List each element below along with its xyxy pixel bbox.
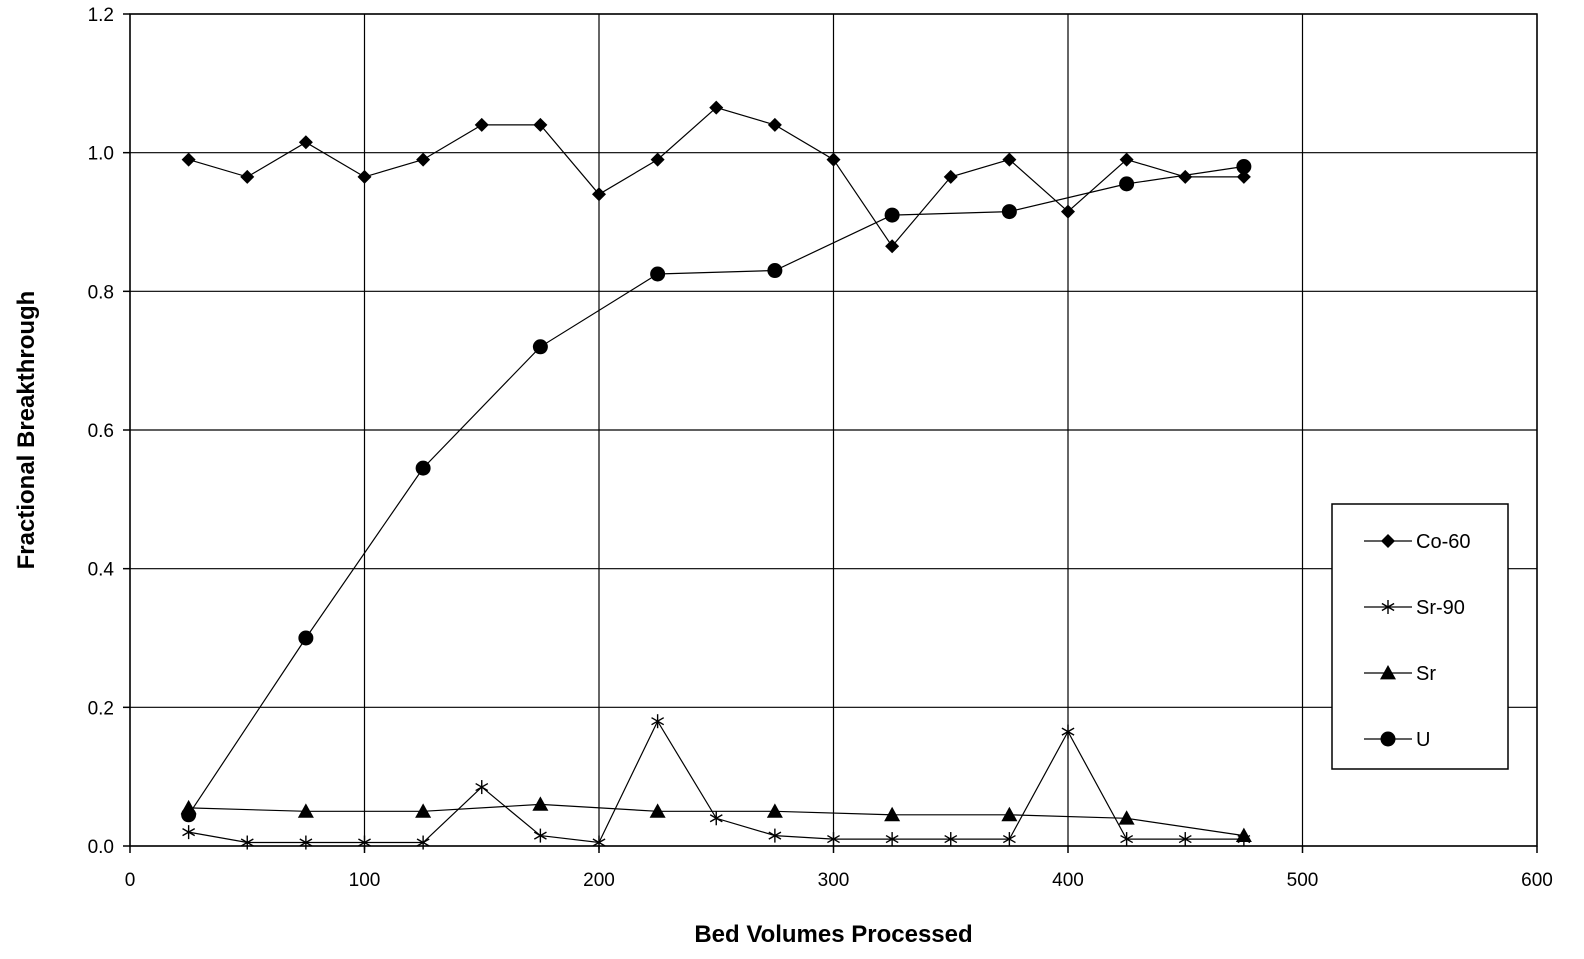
point-co-60	[943, 169, 958, 184]
legend-marker-sr-90	[1381, 600, 1395, 614]
point-co-60	[181, 152, 196, 167]
y-tick-label: 1.0	[88, 144, 114, 165]
point-sr-90	[885, 832, 899, 847]
x-tick-label: 600	[1521, 870, 1553, 891]
point-co-60	[592, 187, 606, 202]
point-co-60	[767, 117, 782, 132]
point-sr-90	[1120, 832, 1134, 847]
point-sr-90	[592, 835, 606, 850]
point-sr	[1235, 827, 1252, 842]
x-axis-title: Bed Volumes Processed	[694, 921, 972, 948]
point-u	[1001, 204, 1017, 220]
point-u	[532, 339, 548, 355]
x-tick-label: 500	[1287, 870, 1319, 891]
point-sr-90	[475, 780, 489, 795]
point-u	[884, 207, 900, 223]
point-sr-90	[416, 835, 430, 850]
legend-box	[1331, 503, 1509, 770]
y-tick-label: 0.4	[88, 560, 115, 581]
y-tick-label: 0.8	[88, 282, 114, 303]
point-u	[181, 807, 197, 823]
point-sr-90	[709, 811, 723, 826]
y-tick-label: 1.2	[88, 5, 114, 26]
legend-label-co-60: Co-60	[1416, 531, 1470, 553]
point-sr-90	[533, 828, 547, 843]
point-u	[650, 266, 666, 282]
point-co-60	[357, 169, 372, 184]
x-tick-label: 0	[125, 870, 136, 891]
point-co-60	[240, 169, 255, 184]
point-sr-90	[299, 835, 313, 850]
point-co-60	[1002, 152, 1017, 167]
point-sr	[297, 803, 314, 818]
point-co-60	[885, 239, 900, 254]
point-sr	[1001, 806, 1018, 822]
y-tick-label: 0.0	[88, 837, 114, 858]
point-sr-90	[651, 714, 665, 729]
point-sr-90	[1061, 724, 1075, 739]
legend-marker-u	[1380, 731, 1396, 747]
point-u	[767, 263, 783, 279]
x-tick-label: 300	[818, 870, 850, 891]
point-u	[298, 630, 314, 646]
point-co-60	[533, 117, 548, 132]
point-sr-90	[240, 835, 254, 850]
series-line-co-60	[188, 106, 1244, 248]
axis-ticks: 0 100 200 300 400 500 600 0.0 0.2 0.4 0.6 0.8 1.0 1.2	[88, 5, 1553, 891]
series-co-60	[181, 100, 1251, 254]
point-co-60	[416, 152, 431, 167]
point-sr-90	[827, 832, 840, 847]
y-tick-label: 0.2	[88, 698, 114, 719]
x-tick-label: 200	[583, 870, 615, 891]
point-co-60	[1236, 169, 1251, 184]
legend-label-sr: Sr	[1416, 663, 1436, 685]
point-u	[1236, 159, 1252, 175]
series-sr	[180, 796, 1252, 842]
point-co-60	[709, 100, 724, 115]
legend-marker-sr	[1380, 665, 1396, 680]
y-tick-label: 0.6	[88, 421, 114, 442]
point-sr-90	[1002, 832, 1016, 847]
y-axis-title: Fractional Breakthrough	[13, 291, 40, 570]
point-co-60	[1061, 204, 1075, 219]
point-u	[415, 460, 431, 476]
point-sr	[532, 796, 549, 811]
point-co-60	[1119, 152, 1134, 167]
x-tick-label: 400	[1052, 870, 1084, 891]
point-sr	[649, 803, 666, 818]
series-sr-90	[182, 714, 1251, 850]
legend-label-u: U	[1416, 729, 1430, 751]
point-co-60	[650, 152, 665, 167]
series-group	[180, 100, 1252, 850]
series-line-u	[188, 165, 1244, 816]
legend-label-sr-90: Sr-90	[1416, 597, 1465, 619]
legend-marker-co-60	[1381, 534, 1395, 548]
point-sr-90	[1178, 832, 1192, 847]
point-co-60	[826, 152, 841, 167]
point-sr-90	[768, 828, 782, 843]
point-sr-90	[182, 825, 196, 840]
series-line-sr	[188, 803, 1244, 837]
point-co-60	[1178, 169, 1193, 184]
legend: Co-60 Sr-90 Sr U	[1331, 503, 1509, 770]
point-sr	[884, 806, 901, 822]
point-sr-90	[944, 832, 958, 847]
point-sr	[766, 803, 783, 818]
point-sr	[1118, 810, 1135, 825]
point-co-60	[298, 135, 313, 150]
series-u	[181, 159, 1252, 823]
grid-lines	[129, 13, 1538, 847]
point-sr	[415, 803, 432, 818]
point-u	[1119, 176, 1135, 192]
x-tick-label: 100	[349, 870, 381, 891]
point-sr-90	[358, 835, 371, 850]
point-co-60	[474, 117, 489, 132]
